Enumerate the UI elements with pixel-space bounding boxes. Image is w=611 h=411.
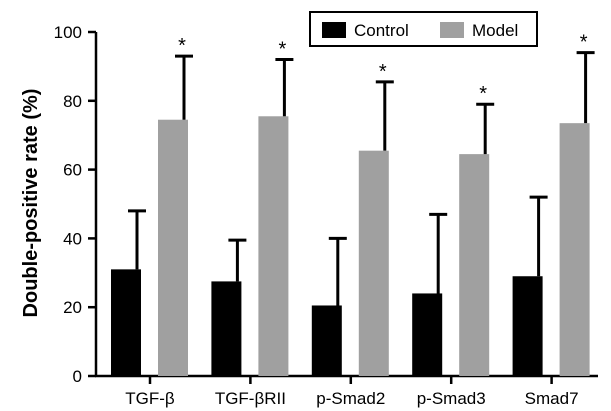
legend-swatch-model: [440, 22, 464, 38]
legend-box: [309, 11, 538, 47]
y-axis-label: Double-positive rate (%): [20, 89, 42, 318]
y-tick-label: 60: [63, 161, 82, 180]
significance-marker: *: [279, 39, 287, 61]
bar-control: [211, 281, 242, 376]
bar-model: [158, 119, 188, 376]
bar-model: [258, 116, 289, 376]
y-tick-label: 80: [63, 92, 82, 111]
bar-model: [358, 150, 389, 376]
bar-model: [459, 154, 490, 376]
significance-marker: *: [580, 32, 588, 54]
y-tick-label: 40: [63, 229, 82, 248]
y-tick-label: 100: [54, 23, 82, 42]
y-tick-label: 0: [73, 367, 82, 386]
significance-marker: *: [479, 83, 487, 105]
plot-area: 0 20 40 60 80 100 TGF-β * TGF-βRII * p-Smad2 * p-Sma…: [54, 23, 598, 408]
legend-swatch-control: [322, 22, 346, 38]
bar-model: [559, 123, 590, 376]
x-tick-label: TGF-βRII: [215, 389, 286, 408]
legend-label-control: Control: [354, 21, 409, 40]
x-tick-label: Smad7: [525, 389, 579, 408]
bar-control: [311, 305, 342, 376]
bar-control: [111, 269, 141, 376]
y-tick-label: 20: [63, 298, 82, 317]
bar-control: [412, 293, 443, 376]
significance-marker: *: [178, 35, 186, 57]
legend: Control Model: [309, 11, 538, 47]
significance-marker: *: [379, 61, 387, 83]
x-tick-label: p-Smad2: [316, 389, 385, 408]
bar-control: [512, 276, 543, 376]
x-tick-label: TGF-β: [125, 389, 175, 408]
x-tick-label: p-Smad3: [417, 389, 486, 408]
legend-label-model: Model: [472, 21, 518, 40]
